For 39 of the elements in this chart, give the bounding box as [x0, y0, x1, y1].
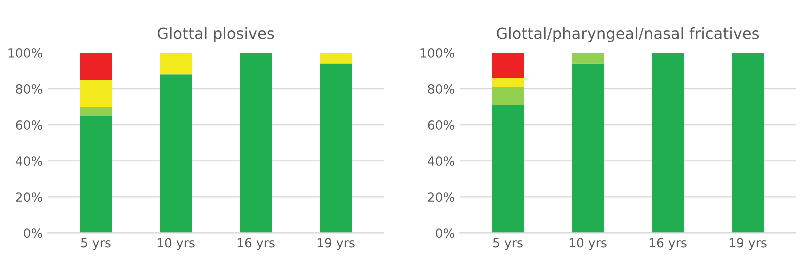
bar [80, 53, 112, 80]
bar [80, 107, 112, 116]
x-tick-label: 16 yrs [238, 238, 275, 250]
y-tick-label: 40% [428, 156, 454, 166]
bar [572, 64, 604, 234]
bar [492, 53, 524, 78]
x-tick-label: 16 yrs [650, 238, 687, 250]
bar [80, 80, 112, 108]
y-tick-label: 60% [428, 120, 454, 130]
y-tick-label: 100% [420, 48, 454, 58]
x-tick-label: 19 yrs [730, 238, 767, 250]
y-tick-label: 0% [436, 228, 454, 238]
bar [492, 87, 524, 106]
x-tick-label: 5 yrs [493, 238, 523, 250]
y-tick-label: 0% [24, 228, 42, 238]
bar [320, 64, 352, 234]
bar [492, 105, 524, 234]
bar [80, 116, 112, 234]
y-tick-label: 40% [16, 156, 42, 166]
x-tick-label: 19 yrs [318, 238, 355, 250]
bar [240, 53, 272, 234]
y-tick-label: 100% [8, 48, 42, 58]
y-tick-label: 60% [16, 120, 42, 130]
chart-title: Glottal/pharyngeal/nasal fricatives [497, 28, 760, 42]
x-tick-label: 5 yrs [81, 238, 111, 250]
x-tick-label: 10 yrs [158, 238, 195, 250]
y-tick-label: 80% [16, 84, 42, 94]
y-tick-label: 20% [428, 192, 454, 202]
bar [572, 53, 604, 64]
bar [492, 78, 524, 88]
x-tick-label: 10 yrs [570, 238, 607, 250]
bar [652, 53, 684, 234]
bar [160, 74, 192, 234]
bar [732, 53, 764, 234]
bar [320, 53, 352, 64]
chart-title: Glottal plosives [158, 28, 274, 42]
y-tick-label: 20% [16, 192, 42, 202]
y-tick-label: 80% [428, 84, 454, 94]
bar [160, 53, 192, 75]
